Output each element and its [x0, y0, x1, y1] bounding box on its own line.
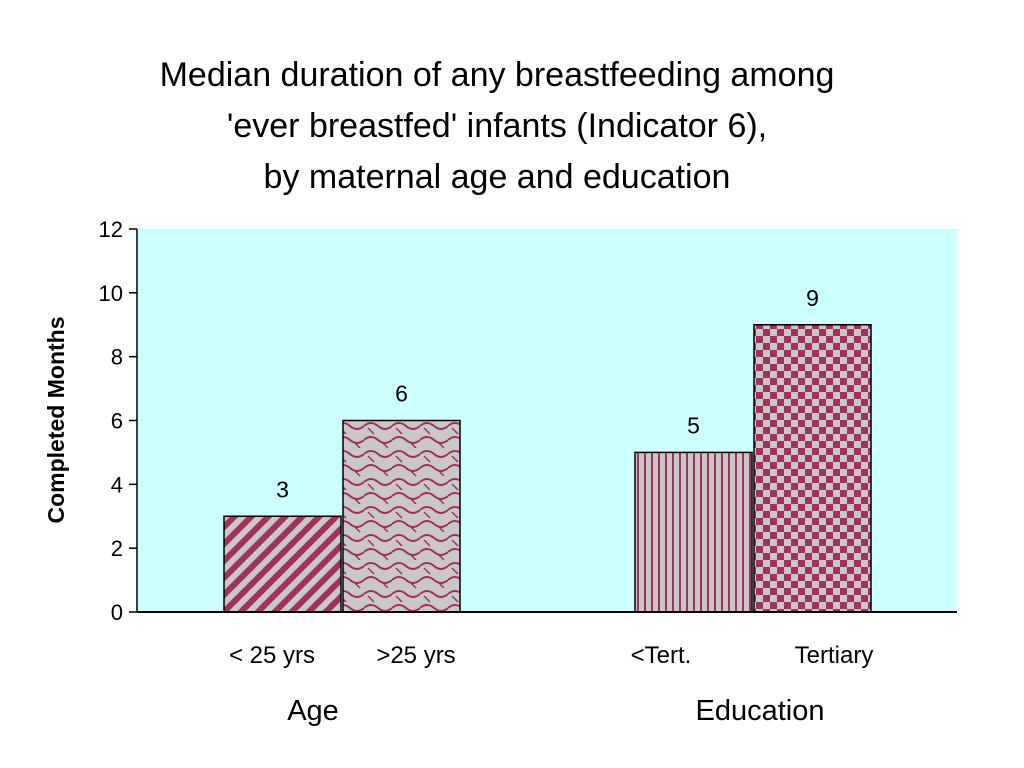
category-label: <Tert.: [631, 642, 692, 669]
category-label: Tertiary: [795, 642, 874, 669]
group-label: Age: [287, 695, 339, 727]
data-label: 6: [395, 381, 408, 407]
y-tick-label: 0: [111, 600, 123, 625]
y-axis-label: Completed Months: [43, 317, 69, 524]
y-tick-label: 8: [111, 345, 123, 370]
chart-title-line-2: 'ever breastfed' infants (Indicator 6),: [226, 107, 768, 145]
bar: [223, 515, 342, 613]
y-tick-label: 6: [111, 409, 123, 434]
bars: [137, 324, 957, 613]
data-label: 3: [276, 476, 289, 502]
chart-title-line-3: by maternal age and education: [263, 158, 731, 196]
y-tick-label: 4: [111, 472, 123, 497]
y-axis: 0 2 4 6 8 10 12: [99, 217, 138, 625]
group-label: Education: [696, 695, 825, 727]
category-label: < 25 yrs: [229, 642, 315, 669]
bar: [634, 451, 753, 613]
y-tick-label: 12: [99, 217, 123, 242]
bar: [342, 419, 461, 613]
bar: [753, 324, 872, 613]
data-label: 9: [806, 285, 819, 311]
chart-title: Median duration of any breastfeeding amo…: [0, 50, 994, 203]
labels: 3 < 25 yrs 6 >25 yrs Age 5 <Tert. 9 Tertiary Educ…: [229, 285, 873, 727]
chart-title-line-1: Median duration of any breastfeeding amo…: [159, 56, 835, 94]
category-label: >25 yrs: [376, 642, 455, 669]
y-tick-label: 2: [111, 536, 123, 561]
data-label: 5: [687, 412, 700, 438]
y-tick-label: 10: [99, 281, 123, 306]
